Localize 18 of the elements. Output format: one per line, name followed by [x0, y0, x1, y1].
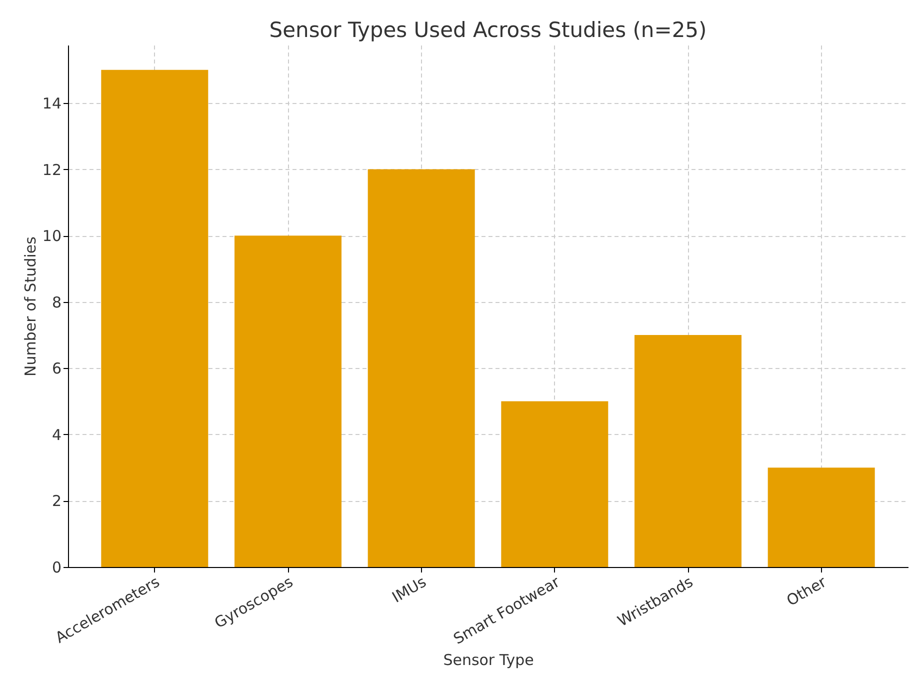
bar	[234, 236, 342, 567]
y-axis-title: Number of Studies	[21, 236, 40, 376]
chart-title: Sensor Types Used Across Studies (n=25)	[269, 18, 707, 42]
y-tick-label: 6	[52, 360, 62, 378]
y-tick-label: 10	[42, 227, 62, 246]
y-tick-label: 14	[42, 94, 62, 112]
x-axis-title: Sensor Type	[443, 651, 534, 670]
bar	[634, 335, 742, 567]
x-tick-label: IMUs	[389, 572, 430, 606]
y-tick-label: 8	[52, 293, 62, 312]
bar	[368, 169, 475, 567]
bar	[101, 70, 208, 567]
y-tick-label: 0	[52, 558, 62, 576]
y-tick-label: 12	[42, 160, 62, 179]
bar	[501, 401, 608, 567]
bar	[768, 468, 875, 567]
y-tick-label: 4	[52, 426, 62, 444]
y-tick-label: 2	[52, 492, 62, 510]
